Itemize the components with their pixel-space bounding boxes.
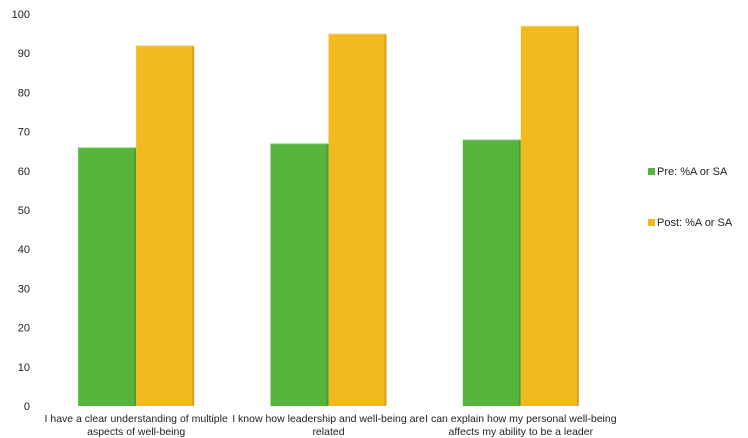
legend-swatch — [648, 168, 655, 175]
bar-top-highlight — [328, 32, 387, 35]
y-tick-label: 10 — [18, 362, 30, 374]
y-tick-label: 30 — [18, 283, 30, 295]
bar-edge-shade — [326, 143, 329, 407]
y-tick-label: 0 — [24, 401, 30, 413]
bar-post-3 — [520, 25, 579, 406]
bar-edge-shade — [576, 25, 579, 406]
bar-top-highlight — [462, 138, 521, 141]
bar-post-2 — [328, 33, 387, 406]
y-tick-label: 60 — [18, 166, 30, 178]
x-category-label: I can explain how my personal well-being — [425, 413, 617, 425]
y-tick-label: 80 — [18, 87, 30, 99]
y-tick-label: 40 — [18, 244, 30, 256]
y-tick-label: 90 — [18, 48, 30, 60]
legend-label: Post: %A or SA — [657, 217, 733, 229]
y-tick-label: 100 — [12, 9, 30, 21]
bar-top-highlight — [78, 146, 137, 149]
legend-label: Pre: %A or SA — [657, 166, 728, 178]
bar-edge-shade — [192, 45, 195, 407]
bar-edge-shade — [384, 33, 387, 406]
x-category-label: affects my ability to be a leader — [449, 426, 594, 438]
bar-pre-2 — [270, 143, 329, 407]
y-tick-label: 20 — [18, 323, 30, 335]
bars — [78, 24, 579, 407]
y-tick-label: 70 — [18, 127, 30, 139]
x-category-label: related — [312, 426, 344, 438]
y-tick-label: 50 — [18, 205, 30, 217]
bar-pre-3 — [462, 139, 521, 406]
bar-post-1 — [136, 45, 195, 407]
bar-top-highlight — [520, 24, 579, 27]
x-axis: I have a clear understanding of multiple… — [45, 413, 617, 438]
x-category-label: I know how leadership and well-being are — [232, 413, 425, 425]
y-axis: 0 10 20 30 40 50 60 70 80 90 100 — [12, 9, 30, 413]
bar-top-highlight — [270, 142, 329, 145]
bar-edge-shade — [134, 147, 137, 406]
x-category-label: I have a clear understanding of multiple — [45, 413, 228, 425]
x-category-label: aspects of well-being — [87, 426, 185, 438]
bar-top-highlight — [136, 44, 195, 47]
legend-swatch — [648, 219, 655, 226]
bar-pre-1 — [78, 147, 137, 406]
legend: Pre: %A or SA Post: %A or SA — [648, 166, 733, 229]
bar-edge-shade — [518, 139, 521, 406]
